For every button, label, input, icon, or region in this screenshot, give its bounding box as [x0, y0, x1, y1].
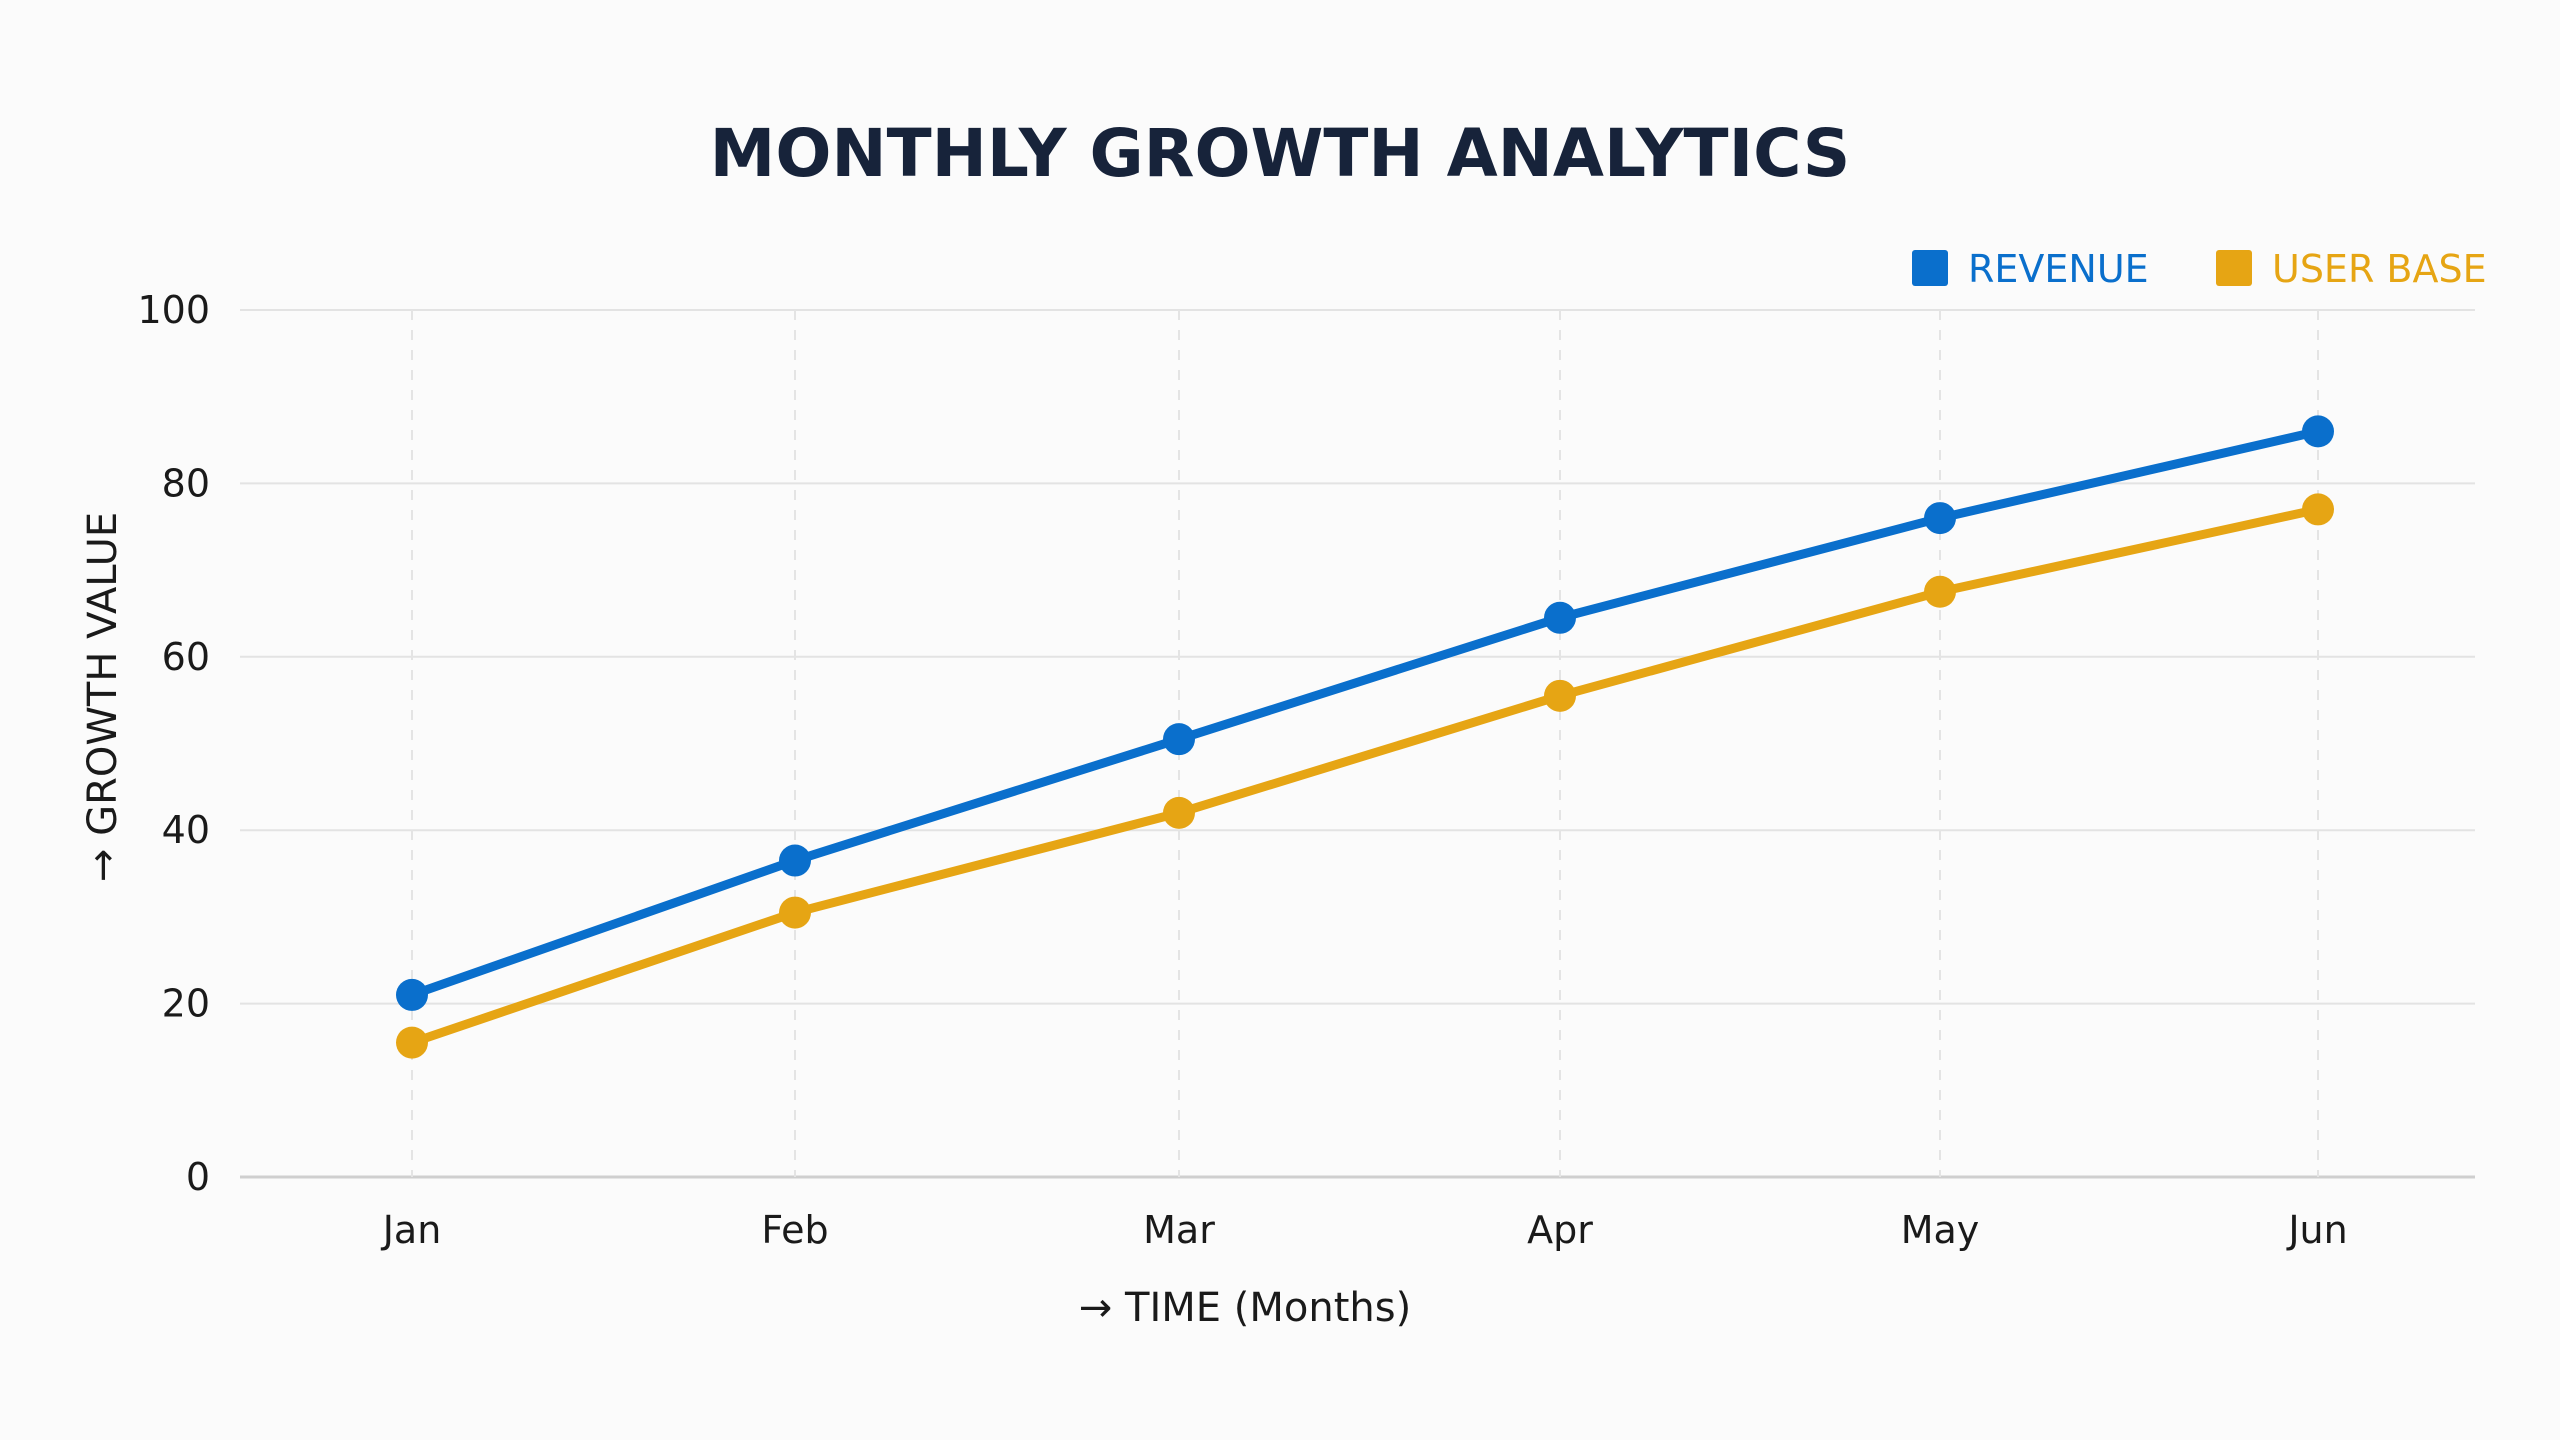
- series-line-revenue: [407, 426, 2323, 1000]
- axis-layer: 0 20 40 60 80 100 Jan Feb Mar Apr May Jun: [137, 288, 2347, 1252]
- data-point-revenue: [779, 844, 811, 877]
- legend-label-user-base: USER BASE: [2272, 247, 2487, 291]
- x-tick-label: May: [1901, 1208, 1980, 1252]
- x-tick-label: Mar: [1143, 1208, 1215, 1252]
- x-tick-label: Feb: [761, 1208, 828, 1252]
- data-point-user-base: [2302, 493, 2334, 526]
- y-tick-label: 100: [137, 288, 210, 332]
- data-point-user-base: [779, 896, 811, 929]
- y-tick-label: 40: [162, 808, 210, 852]
- legend: REVENUE USER BASE: [1912, 247, 2487, 291]
- series-layer: [396, 415, 2334, 1059]
- y-tick-label: 0: [186, 1155, 210, 1199]
- data-point-user-base: [1163, 796, 1195, 829]
- grid-layer: [240, 309, 2475, 1179]
- legend-label-revenue: REVENUE: [1968, 247, 2149, 291]
- x-tick-label: Jan: [381, 1208, 442, 1252]
- data-point-user-base: [396, 1026, 428, 1059]
- chart-title: MONTHLY GROWTH ANALYTICS: [710, 115, 1851, 192]
- data-point-revenue: [1924, 502, 1956, 535]
- x-tick-label: Jun: [2286, 1208, 2347, 1252]
- x-axis-title: → TIME (Months): [1079, 1285, 1411, 1331]
- legend-swatch-user-base: [2216, 250, 2252, 286]
- legend-swatch-revenue: [1912, 250, 1948, 286]
- data-point-revenue: [1163, 723, 1195, 756]
- data-point-revenue: [2302, 415, 2334, 448]
- x-tick-label: Apr: [1527, 1208, 1593, 1252]
- y-axis-title: → GROWTH VALUE: [80, 512, 126, 882]
- data-point-revenue: [396, 978, 428, 1011]
- series-line-user-base: [407, 504, 2323, 1048]
- y-tick-label: 80: [162, 461, 210, 505]
- y-tick-label: 60: [162, 635, 210, 679]
- data-point-revenue: [1544, 601, 1576, 634]
- data-point-user-base: [1924, 575, 1956, 608]
- y-tick-label: 20: [162, 982, 210, 1026]
- data-point-user-base: [1544, 679, 1576, 712]
